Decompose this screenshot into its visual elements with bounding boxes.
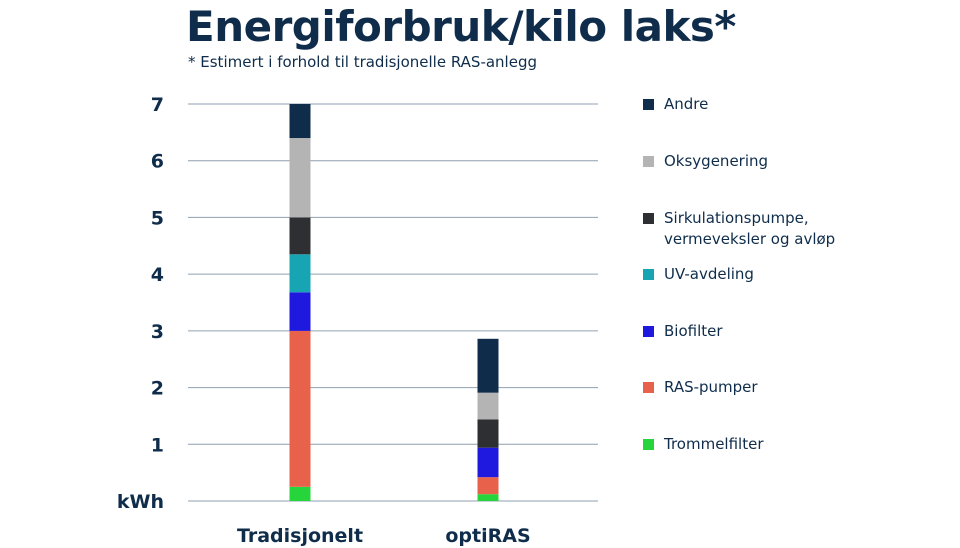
legend-label: RAS-pumper — [664, 378, 758, 396]
y-tick-label: 3 — [151, 321, 164, 343]
bars — [289, 104, 499, 501]
bar-segment — [477, 447, 499, 478]
bar-segment — [289, 217, 311, 255]
bar-segment — [477, 338, 499, 393]
legend-label: UV-avdeling — [664, 265, 754, 283]
legend-label: Biofilter — [664, 322, 723, 340]
bar-segment — [289, 104, 311, 139]
bar-segment — [289, 486, 311, 501]
legend-swatch — [643, 99, 654, 110]
bar-segment — [289, 292, 311, 331]
bar-segment — [477, 494, 499, 501]
legend-item: UV-avdeling — [643, 265, 943, 285]
legend-swatch — [643, 382, 654, 393]
y-tick-label: 7 — [151, 94, 164, 116]
chart-subtitle: * Estimert i forhold til tradisjonelle R… — [188, 53, 537, 71]
legend-item: Sirkulationspumpe, vermeveksler og avløp — [643, 209, 943, 250]
legend-item: Trommelfilter — [643, 435, 943, 455]
legend-label: Andre — [664, 95, 709, 113]
bar-segment — [289, 138, 311, 218]
y-tick-label: 4 — [151, 264, 164, 286]
legend-label: Oksygenering — [664, 152, 769, 170]
bar-segment — [289, 254, 311, 293]
legend-item: Oksygenering — [643, 152, 943, 172]
x-tick-label: optiRAS — [445, 525, 530, 547]
bar-segment — [477, 477, 499, 495]
legend-label: Trommelfilter — [664, 435, 764, 453]
chart-title: Energiforbruk/kilo laks* — [186, 2, 736, 51]
legend-swatch — [643, 269, 654, 280]
legend-swatch — [643, 439, 654, 450]
y-tick-label: 5 — [151, 207, 164, 229]
legend-item: Biofilter — [643, 322, 943, 342]
legend-item: Andre — [643, 95, 943, 115]
bar-segment — [289, 330, 311, 487]
y-tick-label: 6 — [151, 151, 164, 173]
legend-swatch — [643, 156, 654, 167]
legend-swatch — [643, 213, 654, 224]
y-tick-label: 1 — [151, 434, 164, 456]
bar-segment — [477, 419, 499, 448]
legend-swatch — [643, 326, 654, 337]
y-axis-ticks: kWh 1 2 3 4 5 6 7 — [117, 94, 164, 513]
x-axis-ticks: Tradisjonelt optiRAS — [237, 525, 531, 547]
legend-label: Sirkulationspumpe, vermeveksler og avløp — [664, 209, 836, 248]
legend-item: RAS-pumper — [643, 378, 943, 398]
y-axis-unit-label: kWh — [117, 491, 164, 513]
y-tick-label: 2 — [151, 378, 164, 400]
gridlines — [188, 103, 598, 502]
bar-segment — [477, 392, 499, 420]
x-tick-label: Tradisjonelt — [237, 525, 363, 547]
